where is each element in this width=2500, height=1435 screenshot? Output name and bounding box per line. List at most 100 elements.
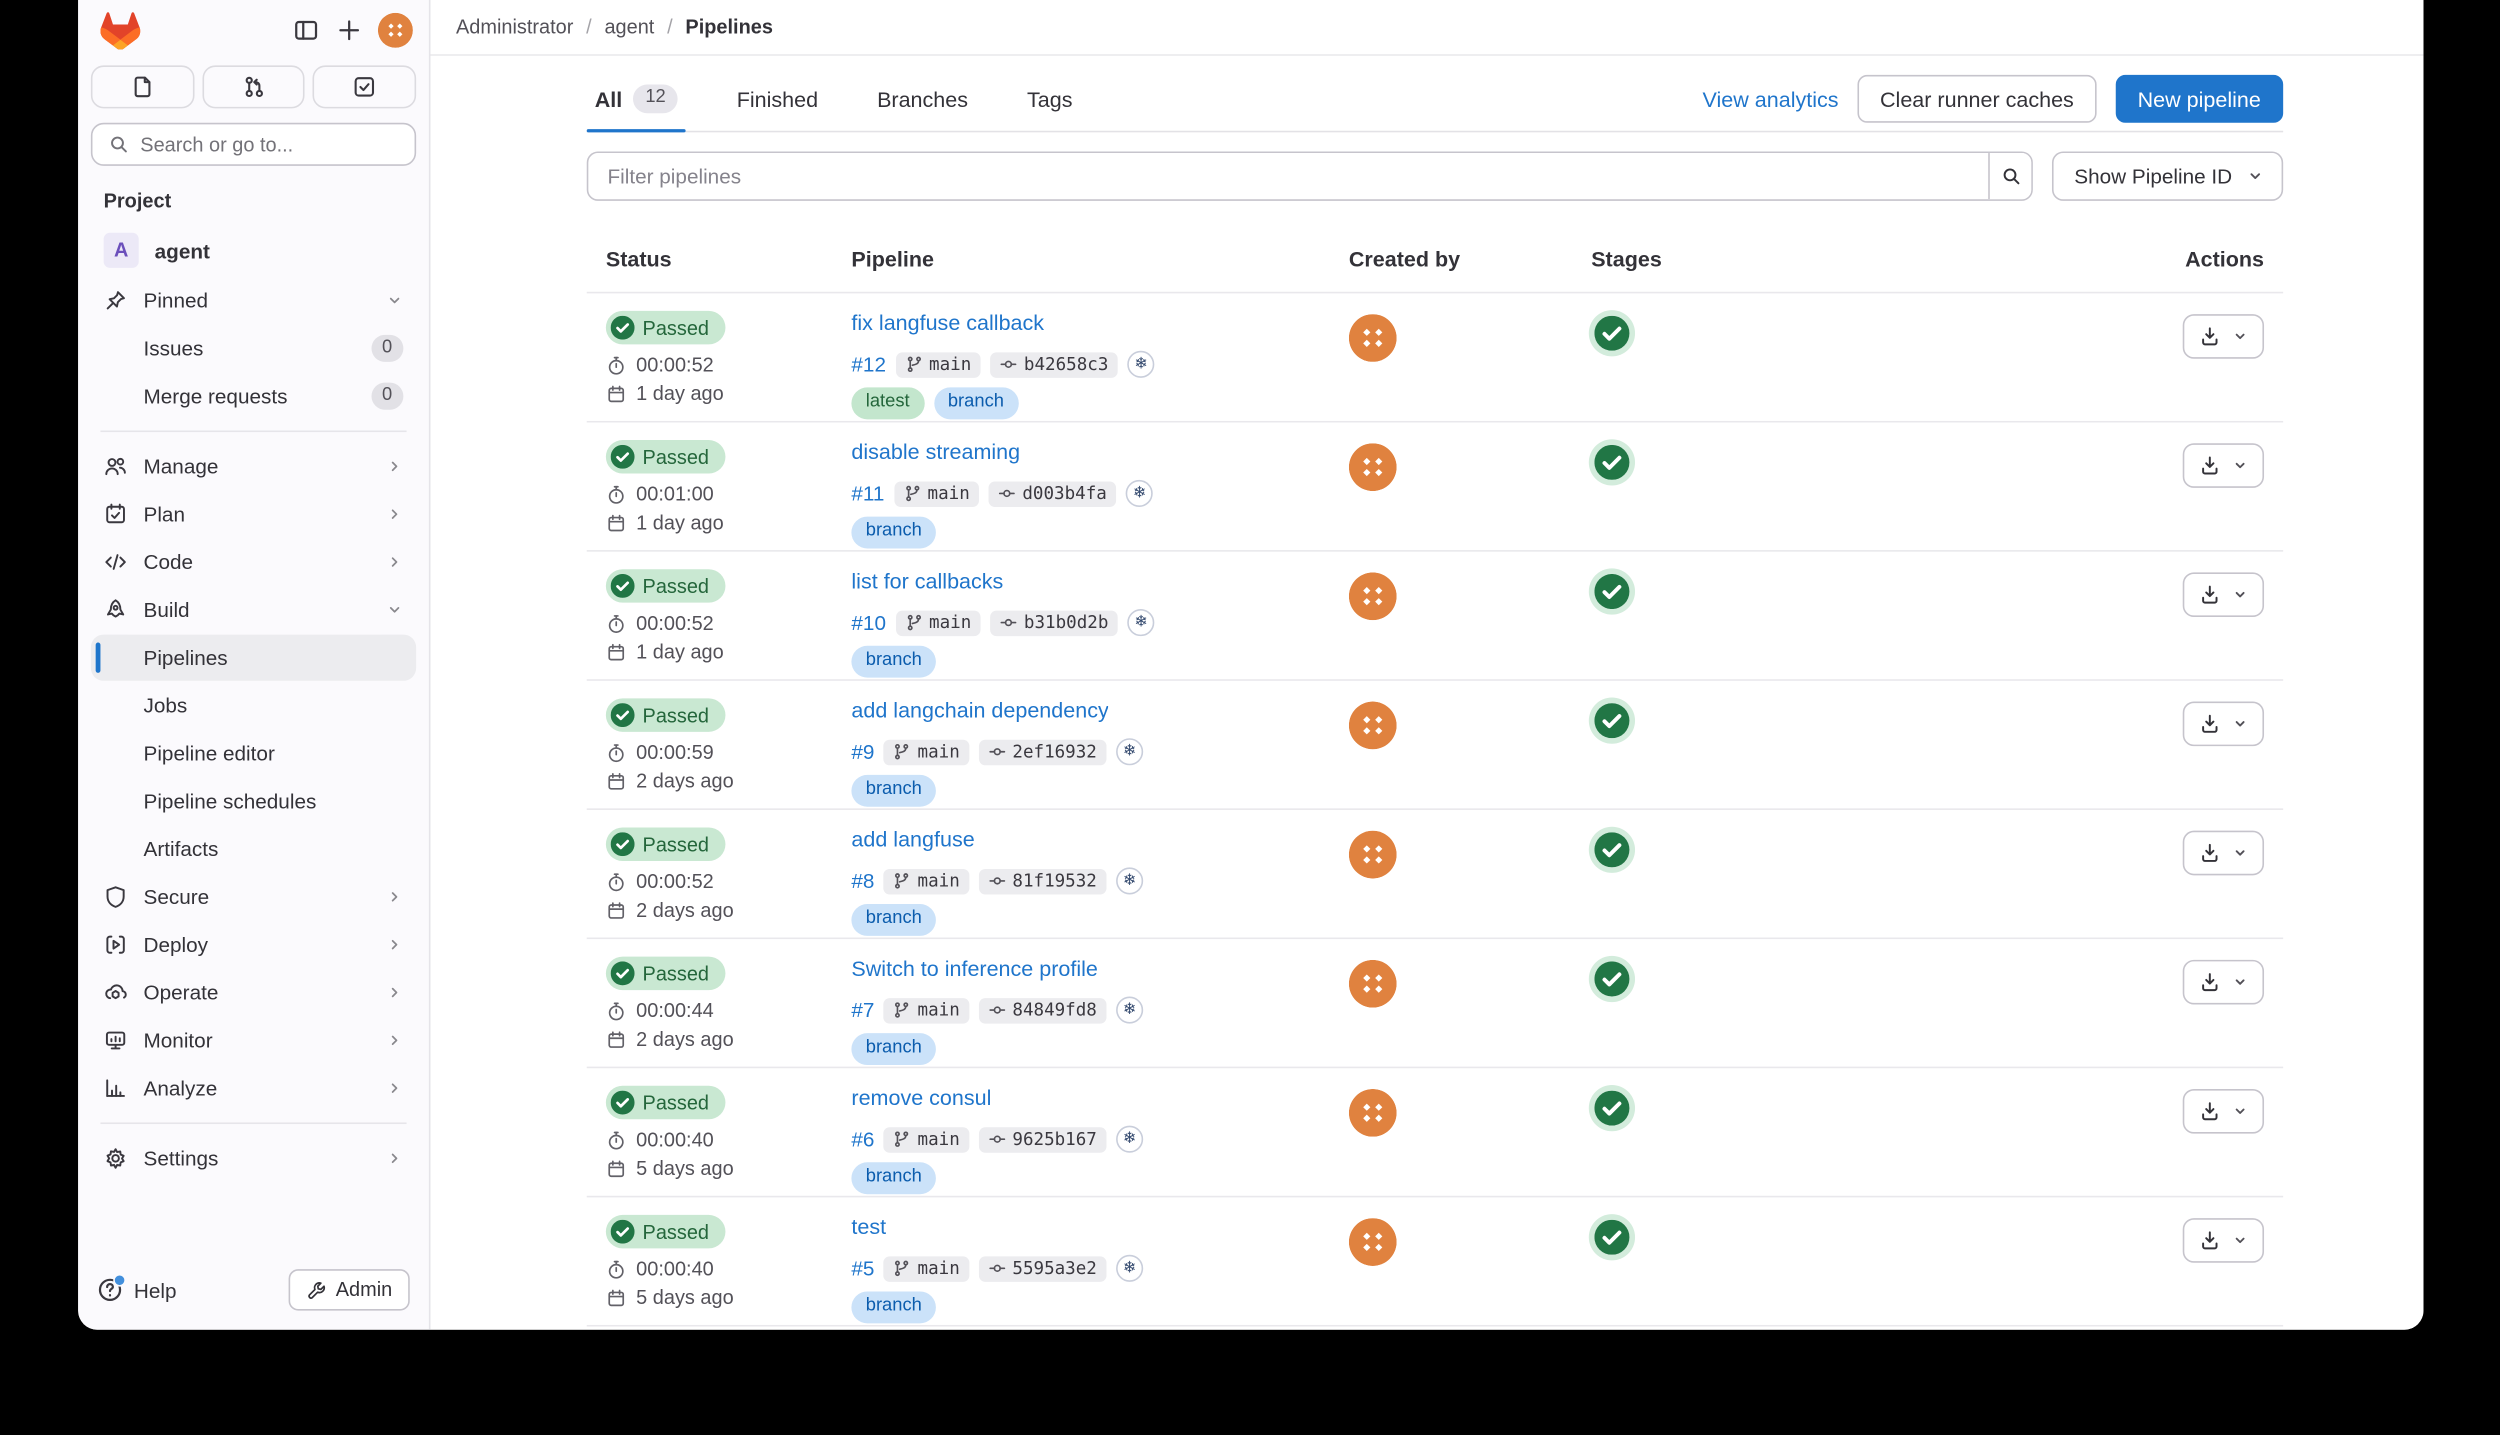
artifacts-download-button[interactable] (2182, 1088, 2265, 1134)
stage-status-icon[interactable] (1594, 1090, 1630, 1126)
pipeline-id-link[interactable]: #11 (851, 481, 885, 506)
artifacts-download-button[interactable] (2182, 830, 2265, 876)
branch-chip[interactable]: main (895, 609, 981, 636)
branch-chip[interactable]: main (884, 738, 970, 765)
sidebar-item-pipeline-editor[interactable]: Pipeline editor (143, 741, 275, 766)
tab-tags[interactable]: Tags (1027, 86, 1073, 111)
merge-requests-shortcut-button[interactable] (201, 65, 306, 109)
label-branch[interactable]: branch (933, 387, 1019, 419)
pipeline-status-badge[interactable]: Passed (605, 569, 725, 603)
help-menu[interactable]: Help (97, 1273, 177, 1303)
pipeline-title-link[interactable]: fix langfuse callback (851, 310, 1045, 335)
pipeline-status-badge[interactable]: Passed (605, 698, 725, 732)
label-branch[interactable]: branch (851, 645, 937, 677)
commit-author-avatar[interactable]: ❄ (1125, 479, 1154, 508)
pipeline-status-badge[interactable]: Passed (605, 310, 725, 345)
issues-shortcut-button[interactable] (90, 65, 194, 109)
stage-status-icon[interactable] (1594, 573, 1630, 610)
artifacts-download-button[interactable] (2182, 314, 2265, 359)
sidebar-item-build[interactable]: Build (91, 587, 416, 633)
label-branch[interactable]: branch (851, 1162, 937, 1194)
stage-status-icon[interactable] (1594, 961, 1630, 997)
pipeline-status-badge[interactable]: Passed (605, 440, 725, 474)
stage-status-icon[interactable] (1594, 832, 1630, 868)
artifacts-download-button[interactable] (2182, 443, 2265, 488)
creator-avatar[interactable] (1348, 830, 1397, 879)
pipeline-id-link[interactable]: #12 (851, 352, 887, 377)
sidebar-toggle-icon[interactable] (292, 16, 321, 45)
pipeline-id-link[interactable]: #7 (851, 998, 875, 1023)
sidebar-item-manage[interactable]: Manage (91, 443, 416, 489)
artifacts-download-button[interactable] (2182, 701, 2265, 747)
commit-chip[interactable]: 81f19532 (978, 868, 1107, 894)
sidebar-item-code[interactable]: Code (91, 539, 416, 585)
commit-chip[interactable]: b31b0d2b (990, 609, 1118, 636)
branch-chip[interactable]: main (884, 868, 970, 894)
label-branch[interactable]: branch (851, 516, 937, 548)
commit-chip[interactable]: b42658c3 (990, 351, 1118, 378)
pipeline-title-link[interactable]: add langfuse (851, 827, 975, 852)
artifacts-download-button[interactable] (2182, 572, 2265, 618)
sidebar-item-issues[interactable]: Issues 0 (91, 325, 416, 371)
pipeline-status-badge[interactable]: Passed (605, 956, 725, 991)
sidebar-item-plan[interactable]: Plan (91, 491, 416, 537)
pipeline-title-link[interactable]: test (851, 1214, 887, 1239)
pipeline-status-badge[interactable]: Passed (605, 1085, 725, 1120)
sidebar-item-pipeline-schedules[interactable]: Pipeline schedules (143, 789, 317, 814)
creator-avatar[interactable] (1348, 314, 1397, 362)
label-latest[interactable]: latest (851, 387, 924, 419)
commit-chip[interactable]: 9625b167 (978, 1126, 1107, 1152)
sidebar-item-project-agent[interactable]: A agent (91, 225, 416, 276)
commit-author-avatar[interactable]: ❄ (1127, 609, 1155, 637)
stage-status-icon[interactable] (1594, 1219, 1630, 1255)
user-avatar[interactable] (377, 12, 413, 48)
pipeline-title-link[interactable]: list for callbacks (851, 569, 1004, 594)
sidebar-item-artifacts[interactable]: Artifacts (143, 837, 219, 861)
stage-status-icon[interactable] (1594, 444, 1630, 480)
stage-status-icon[interactable] (1594, 315, 1630, 351)
global-search-input[interactable]: Search or go to... (90, 122, 417, 166)
creator-avatar[interactable] (1348, 443, 1397, 492)
new-pipeline-button[interactable]: New pipeline (2115, 74, 2284, 123)
sidebar-item-merge-requests[interactable]: Merge requests 0 (91, 373, 416, 419)
sidebar-item-deploy[interactable]: Deploy (91, 922, 416, 968)
view-analytics-link[interactable]: View analytics (1702, 86, 1839, 111)
branch-chip[interactable]: main (894, 480, 980, 507)
branch-chip[interactable]: main (884, 1255, 970, 1282)
gitlab-logo[interactable] (100, 11, 141, 50)
commit-author-avatar[interactable]: ❄ (1127, 350, 1155, 378)
tab-all[interactable]: All 12 (586, 67, 686, 133)
sidebar-item-analyze[interactable]: Analyze (91, 1065, 416, 1111)
commit-chip[interactable]: 84849fd8 (978, 997, 1107, 1023)
pipeline-title-link[interactable]: add langchain dependency (851, 698, 1109, 723)
sidebar-item-operate[interactable]: Operate (91, 969, 416, 1015)
pipeline-id-link[interactable]: #9 (851, 739, 875, 764)
pipeline-status-badge[interactable]: Passed (605, 1214, 725, 1249)
pipeline-title-link[interactable]: remove consul (851, 1085, 992, 1110)
sidebar-item-jobs[interactable]: Jobs (143, 693, 188, 718)
stage-status-icon[interactable] (1594, 703, 1630, 739)
pipeline-id-link[interactable]: #5 (851, 1256, 875, 1281)
sidebar-item-settings[interactable]: Settings (91, 1135, 416, 1181)
creator-avatar[interactable] (1348, 701, 1397, 750)
todo-shortcut-button[interactable] (313, 65, 417, 109)
commit-author-avatar[interactable]: ❄ (1115, 1254, 1144, 1282)
sidebar-item-secure[interactable]: Secure (91, 874, 416, 920)
creator-avatar[interactable] (1348, 1088, 1397, 1137)
commit-chip[interactable]: 5595a3e2 (978, 1255, 1107, 1282)
label-branch[interactable]: branch (851, 904, 937, 936)
tab-finished[interactable]: Finished (736, 86, 819, 111)
commit-author-avatar[interactable]: ❄ (1115, 1125, 1144, 1153)
create-new-icon[interactable] (335, 16, 364, 45)
pipeline-id-link[interactable]: #6 (851, 1127, 875, 1152)
breadcrumb-administrator[interactable]: Administrator (455, 15, 574, 39)
pipeline-id-link[interactable]: #8 (851, 868, 875, 893)
sidebar-item-pipelines[interactable]: Pipelines (90, 634, 417, 681)
branch-chip[interactable]: main (884, 1126, 970, 1152)
pipeline-id-link[interactable]: #10 (851, 610, 887, 635)
pipeline-title-link[interactable]: Switch to inference profile (851, 956, 1098, 981)
admin-button[interactable]: Admin (287, 1269, 410, 1311)
creator-avatar[interactable] (1348, 572, 1397, 621)
pipeline-status-badge[interactable]: Passed (605, 827, 725, 861)
commit-chip[interactable]: d003b4fa (988, 480, 1117, 507)
